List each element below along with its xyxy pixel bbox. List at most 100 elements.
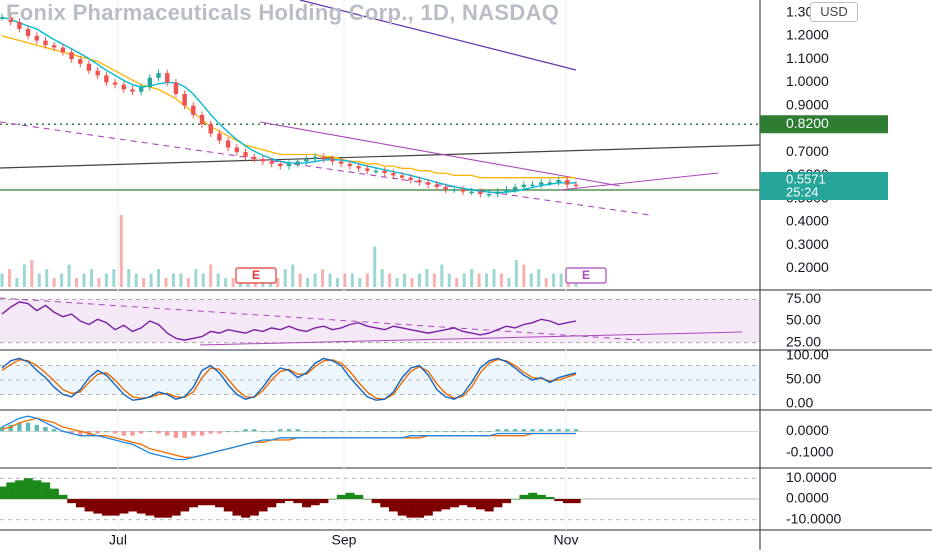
earnings-marker-label: E [252, 268, 260, 282]
earnings-marker [235, 267, 277, 284]
osc-histogram-bar [475, 499, 485, 510]
volume-bar [216, 273, 220, 287]
macd-histogram-bar [330, 431, 335, 433]
osc-histogram-bar [328, 499, 338, 500]
macd-histogram-bar [8, 424, 13, 432]
osc-histogram-bar [171, 499, 181, 516]
candle-body [234, 147, 240, 153]
stoch-d-line [1, 358, 577, 400]
osc-histogram-bar [362, 499, 372, 500]
macd-histogram-bar [130, 431, 135, 436]
candle-body [208, 124, 213, 134]
macd-histogram-bar [373, 431, 379, 433]
macd-histogram-bar [165, 431, 170, 436]
candle-body [460, 189, 466, 192]
osc-histogram-bar [423, 499, 433, 516]
currency-badge[interactable]: USD [810, 2, 858, 22]
macd-histogram-bar [78, 431, 83, 436]
candle-body [43, 40, 48, 46]
last-price-badge-label: 0.5571 [786, 171, 826, 186]
volume-bar [455, 278, 459, 287]
macd-histogram-bar [478, 431, 483, 433]
candle-body [565, 180, 570, 185]
candle-body [78, 59, 83, 64]
candle-body [8, 17, 13, 22]
candle-body [399, 175, 405, 178]
channel-upper [259, 121, 621, 187]
volume-bar [485, 273, 489, 287]
price-y-tick: 0.7000 [786, 143, 829, 159]
macd-histogram-bar [138, 431, 144, 434]
volume-bar [89, 269, 93, 287]
candle-body [521, 184, 527, 188]
price-y-tick: 0.4000 [786, 213, 829, 229]
macd-histogram-bar [434, 431, 440, 433]
price-y-tick: 1.2000 [786, 27, 829, 43]
candle-body [130, 89, 135, 92]
volume-bar [365, 273, 369, 287]
channel-lower-dashed [0, 121, 651, 216]
candle-body [556, 180, 561, 183]
candle-body [278, 163, 283, 167]
volume-bar [328, 273, 332, 287]
osc-histogram-bar [119, 499, 129, 514]
osc-histogram-bar [258, 499, 268, 512]
osc-histogram-bar [519, 494, 529, 499]
macd-histogram-bar [34, 424, 39, 432]
macd-histogram-bar [43, 427, 48, 432]
candle-body [504, 189, 509, 192]
osc-histogram-bar [15, 480, 25, 499]
candle-body [356, 166, 361, 169]
trendline-upper [299, 0, 577, 71]
osc-y-tick: 10.0000 [786, 469, 837, 485]
volume-bar [171, 273, 175, 287]
osc-histogram-bar [23, 478, 33, 499]
volume-bar [417, 273, 421, 287]
osc-histogram-bar [449, 499, 459, 508]
volume-bar [276, 278, 280, 287]
osc-histogram-bar [145, 499, 155, 516]
x-tick-label: Nov [554, 532, 579, 548]
candle-body [391, 173, 396, 176]
trendline-black [0, 144, 761, 169]
osc-histogram-bar [458, 499, 468, 506]
macd-histogram-bar [512, 429, 518, 432]
osc-histogram-bar [67, 499, 77, 504]
candle-body [434, 184, 440, 188]
candle-body [365, 168, 370, 171]
osc-histogram-bar [493, 499, 503, 508]
macd-histogram-bar [286, 429, 292, 432]
volume-bar [462, 273, 466, 287]
rsi-trend-dashed [0, 297, 641, 341]
rsi-y-tick: 25.00 [786, 333, 821, 349]
macd-histogram-bar [147, 431, 153, 433]
macd-histogram-bar [17, 422, 22, 432]
osc-histogram-bar [389, 499, 399, 512]
candle-body [69, 52, 74, 60]
osc-histogram-bar [371, 499, 381, 504]
volume-bar [492, 269, 496, 287]
osc-histogram-bar [136, 499, 146, 514]
candle-body [199, 114, 205, 125]
macd-histogram-bar [539, 429, 544, 432]
macd-histogram-bar [443, 431, 448, 433]
candle-body [573, 184, 579, 187]
osc-histogram-bar [84, 499, 94, 512]
osc-histogram-bar [354, 494, 364, 499]
macd-histogram-bar [408, 431, 413, 433]
macd-histogram-bar [156, 431, 161, 434]
stoch-y-tick: 50.00 [786, 371, 821, 387]
macd-histogram-bar [486, 431, 492, 433]
candle-body [304, 159, 309, 162]
macd-histogram-bar [356, 431, 361, 433]
osc-histogram-bar [188, 499, 198, 508]
macd-histogram-bar [182, 431, 187, 438]
earnings-marker [565, 267, 607, 284]
osc-histogram-bar [128, 499, 138, 512]
osc-histogram-bar [562, 499, 572, 504]
volume-bar [60, 273, 64, 287]
macd-histogram-bar [530, 429, 535, 432]
candle-body [252, 156, 257, 160]
